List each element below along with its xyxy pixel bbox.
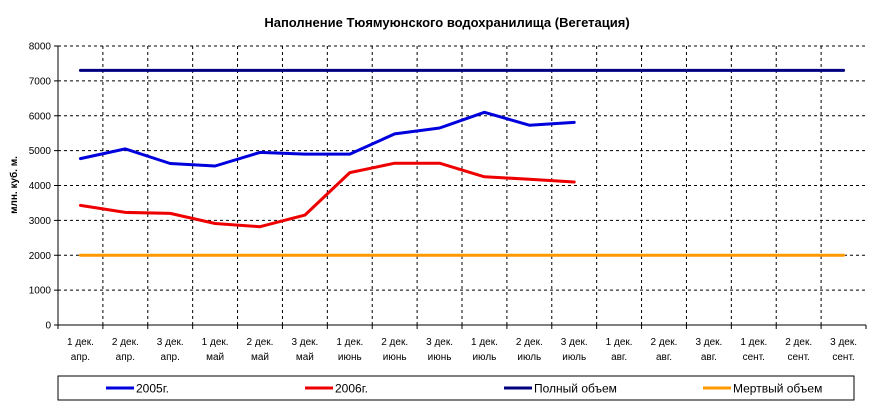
- x-tick-label: сент.: [743, 352, 765, 363]
- y-tick-label: 8000: [29, 42, 52, 53]
- series-lines: [78, 68, 846, 257]
- x-tick-label: май: [296, 352, 314, 363]
- series-line-2: [78, 161, 576, 229]
- legend: 2005г. 2006г. Полный объем Мертвый объем: [57, 375, 855, 401]
- x-tick-label: апр.: [116, 352, 135, 363]
- gridlines: [58, 45, 866, 325]
- x-tick-label: 1 дек.: [606, 337, 633, 348]
- series-line-1: [78, 110, 576, 168]
- y-tick-label: 2000: [29, 251, 52, 262]
- chart-title: Наполнение Тюямуюнского водохранилища (В…: [264, 15, 629, 30]
- x-tick-label: 1 дек.: [336, 337, 363, 348]
- x-tick-label: 2 дек.: [381, 337, 408, 348]
- x-tick-label: июль: [472, 352, 496, 363]
- legend-entry: Мертвый объем: [733, 382, 822, 396]
- x-tick-label: 2 дек.: [651, 337, 678, 348]
- x-tick-label: 2 дек.: [112, 337, 139, 348]
- x-tick-label: авг.: [701, 352, 717, 363]
- x-tick-label: 2 дек.: [516, 337, 543, 348]
- x-tick-label: 3 дек.: [561, 337, 588, 348]
- x-tick-label: 1 дек.: [67, 337, 94, 348]
- legend-entry: 2005г.: [136, 382, 169, 396]
- y-axis-ticks: 0 1000 2000 3000 4000 5000 6000 7000 8000: [29, 42, 52, 332]
- y-tick-label: 1000: [29, 286, 52, 297]
- x-tick-label: 3 дек.: [157, 337, 184, 348]
- axes: [54, 45, 867, 329]
- y-tick-label: 4000: [29, 181, 52, 192]
- x-tick-label: 3 дек.: [695, 337, 722, 348]
- x-axis-ticks: 1 дек. апр. 2 дек. апр. 3 дек. апр. 1 дек. май 2…: [67, 337, 857, 363]
- x-tick-label: авг.: [656, 352, 672, 363]
- legend-entry: 2006г.: [335, 382, 368, 396]
- x-tick-label: 3 дек.: [291, 337, 318, 348]
- y-axis-label: млн. куб. м.: [8, 156, 20, 214]
- x-tick-label: июль: [517, 352, 541, 363]
- y-tick-label: 5000: [29, 146, 52, 157]
- x-tick-label: апр.: [161, 352, 180, 363]
- legend-entry: Полный объем: [534, 382, 617, 396]
- y-tick-label: 3000: [29, 216, 52, 227]
- x-tick-label: 1 дек.: [740, 337, 767, 348]
- x-tick-label: 1 дек.: [471, 337, 498, 348]
- y-tick-label: 6000: [29, 111, 52, 122]
- x-tick-label: май: [251, 352, 269, 363]
- x-tick-label: 1 дек.: [202, 337, 229, 348]
- x-tick-label: апр.: [71, 352, 90, 363]
- x-tick-label: май: [206, 352, 224, 363]
- x-tick-label: 3 дек.: [426, 337, 453, 348]
- x-tick-label: сент.: [787, 352, 809, 363]
- x-tick-label: июнь: [428, 352, 452, 363]
- x-tick-label: 2 дек.: [785, 337, 812, 348]
- x-tick-label: 2 дек.: [247, 337, 274, 348]
- x-tick-label: июнь: [383, 352, 407, 363]
- x-tick-label: 3 дек.: [830, 337, 857, 348]
- y-tick-label: 0: [45, 321, 51, 332]
- x-tick-label: июнь: [338, 352, 362, 363]
- x-tick-label: сент.: [832, 352, 854, 363]
- x-tick-label: авг.: [611, 352, 627, 363]
- x-tick-label: июль: [562, 352, 586, 363]
- y-tick-label: 7000: [29, 76, 52, 87]
